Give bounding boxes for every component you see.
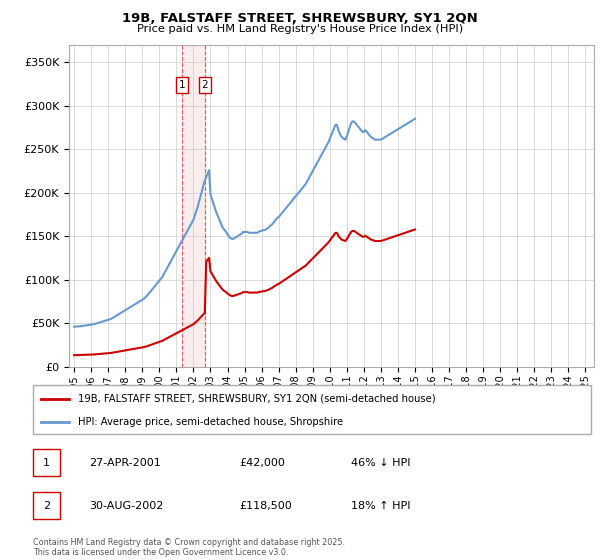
Text: 18% ↑ HPI: 18% ↑ HPI [351,501,410,511]
Text: 46% ↓ HPI: 46% ↓ HPI [351,458,410,468]
Text: 1: 1 [179,80,185,90]
Text: Price paid vs. HM Land Registry's House Price Index (HPI): Price paid vs. HM Land Registry's House … [137,24,463,34]
Bar [182,45,205,367]
FancyBboxPatch shape [33,450,60,477]
Text: 27-APR-2001: 27-APR-2001 [89,458,161,468]
Text: 1: 1 [43,458,50,468]
Text: £42,000: £42,000 [239,458,286,468]
Text: 19B, FALSTAFF STREET, SHREWSBURY, SY1 2QN (semi-detached house): 19B, FALSTAFF STREET, SHREWSBURY, SY1 2Q… [77,394,435,404]
Text: £118,500: £118,500 [239,501,292,511]
Text: HPI: Average price, semi-detached house, Shropshire: HPI: Average price, semi-detached house,… [77,417,343,427]
Text: Contains HM Land Registry data © Crown copyright and database right 2025.
This d: Contains HM Land Registry data © Crown c… [33,538,345,557]
Text: 2: 2 [202,80,208,90]
Text: 30-AUG-2002: 30-AUG-2002 [89,501,163,511]
FancyBboxPatch shape [33,492,60,519]
FancyBboxPatch shape [33,385,591,434]
Text: 19B, FALSTAFF STREET, SHREWSBURY, SY1 2QN: 19B, FALSTAFF STREET, SHREWSBURY, SY1 2Q… [122,12,478,25]
Text: 2: 2 [43,501,50,511]
